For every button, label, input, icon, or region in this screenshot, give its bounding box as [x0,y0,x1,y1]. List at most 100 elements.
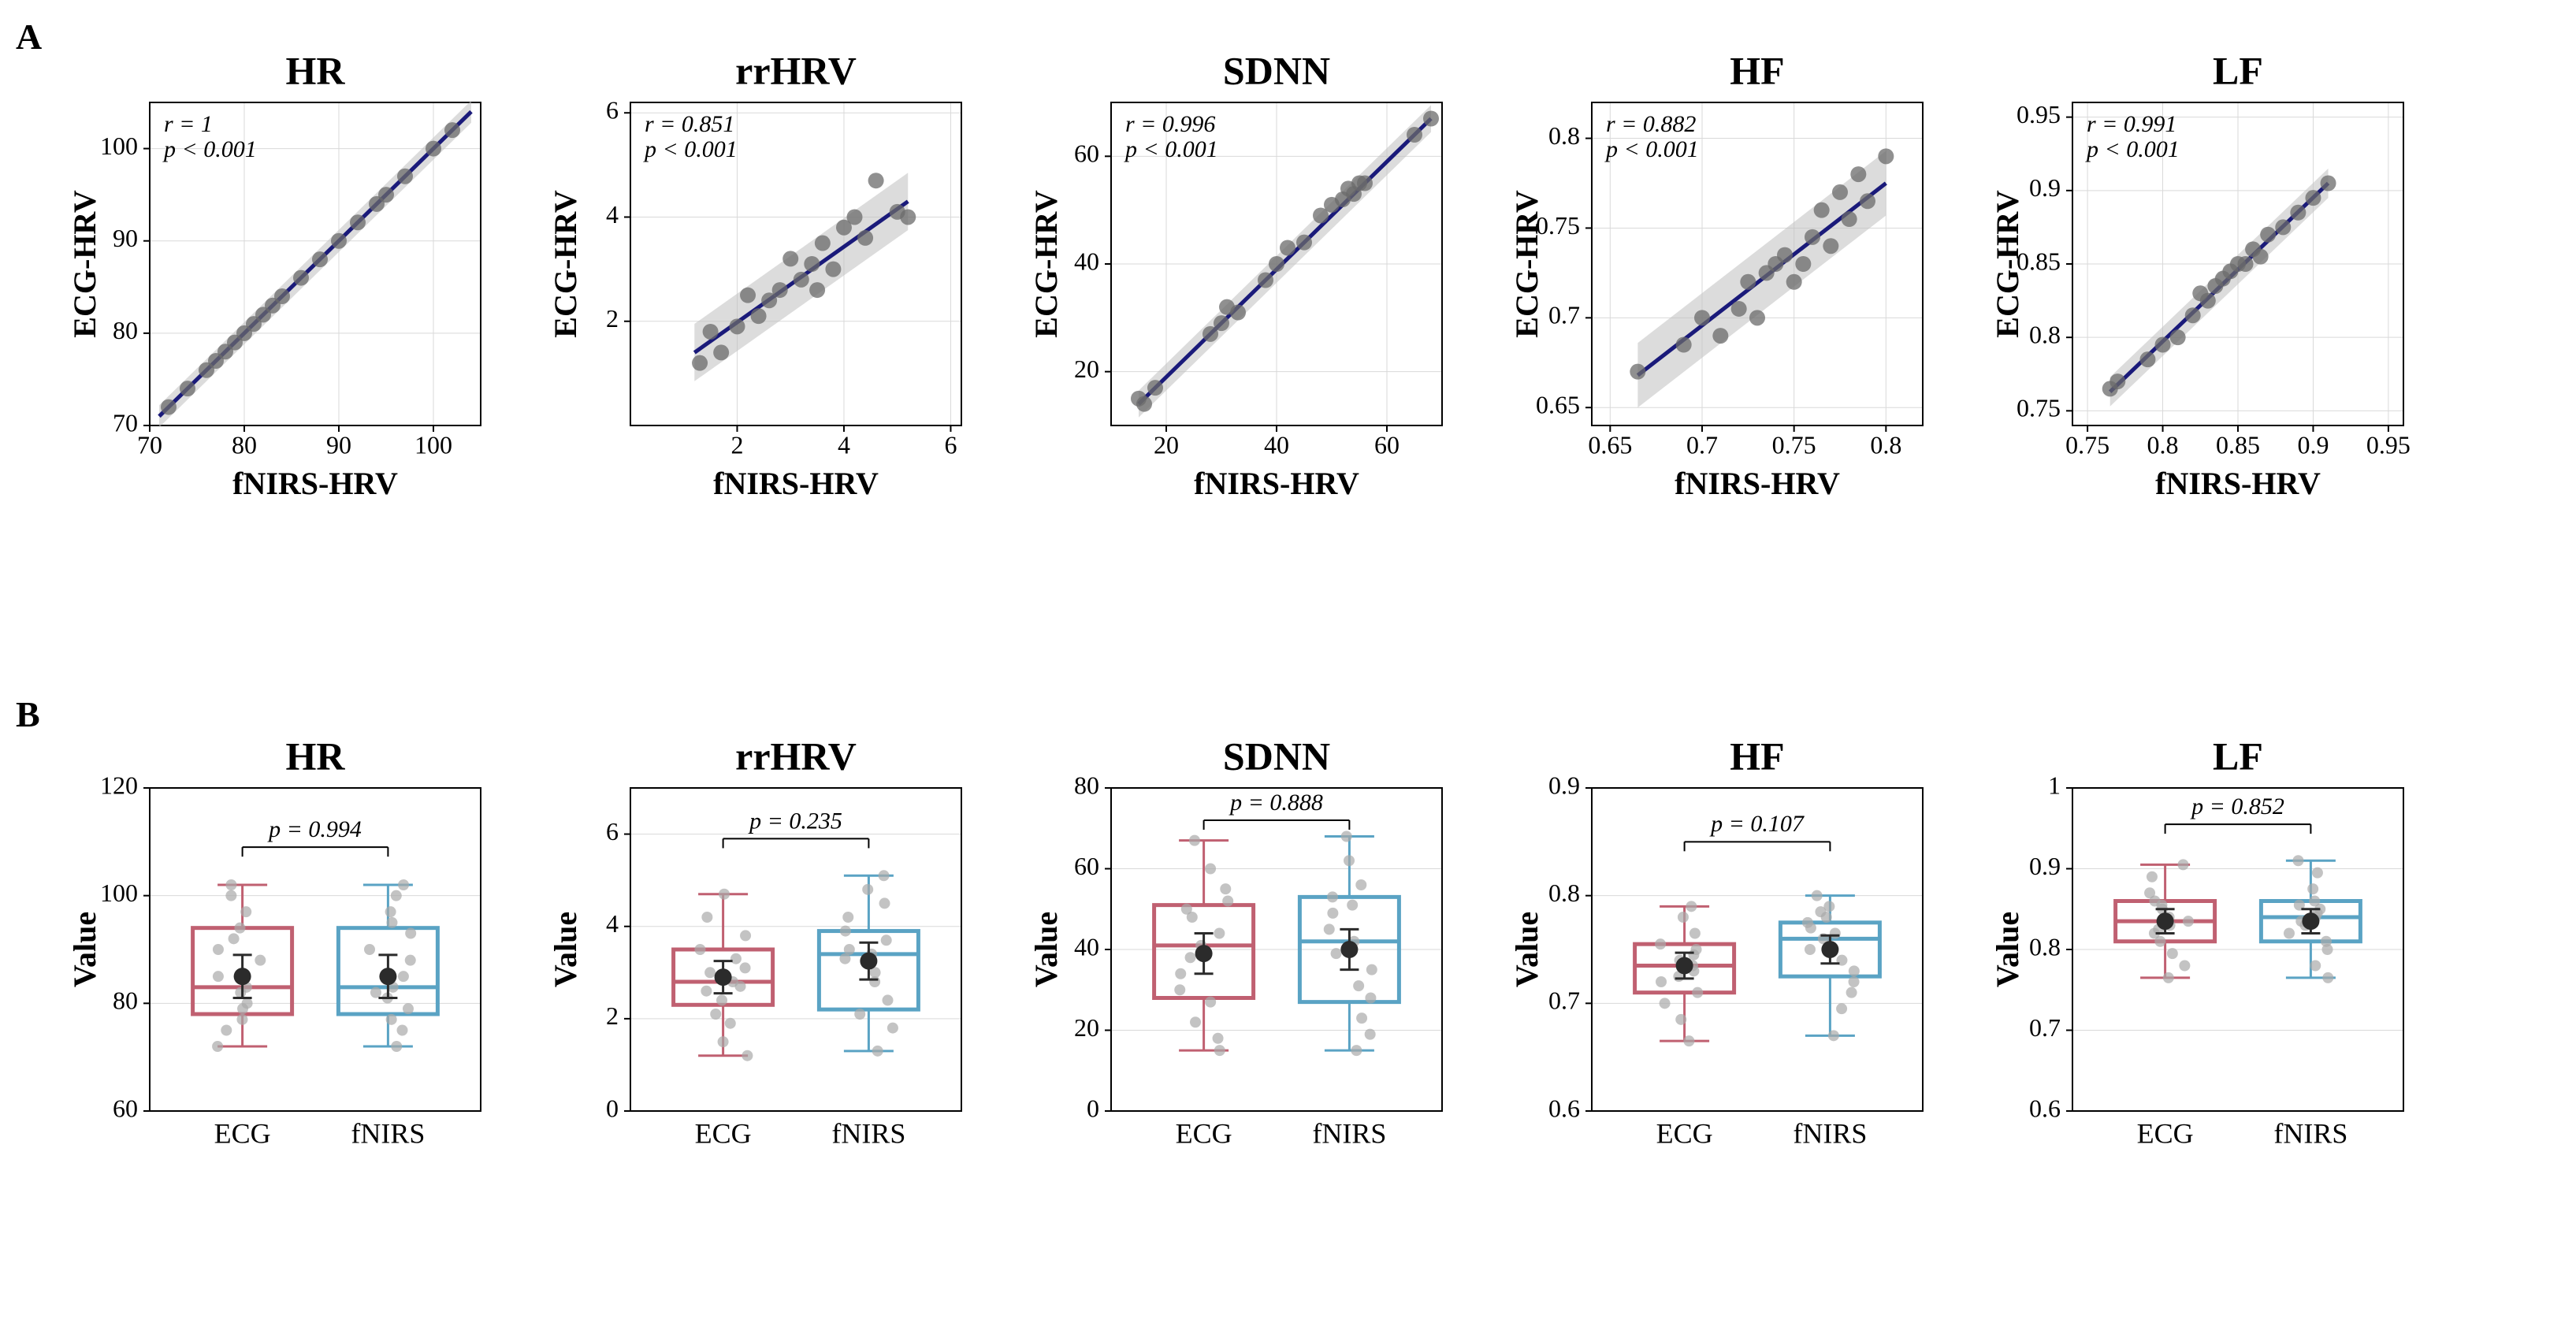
svg-text:90: 90 [113,224,138,252]
svg-text:0.95: 0.95 [2017,100,2061,128]
svg-text:ECG: ECG [1176,1117,1232,1149]
svg-text:fNIRS: fNIRS [351,1117,425,1149]
svg-text:ECG: ECG [1656,1117,1713,1149]
svg-text:p = 0.235: p = 0.235 [748,808,842,834]
svg-text:ECG-HRV: ECG-HRV [1990,190,2025,338]
svg-text:100: 100 [100,132,138,160]
svg-text:80: 80 [232,430,257,459]
svg-text:r = 0.991: r = 0.991 [2087,111,2176,137]
svg-text:60: 60 [1074,139,1099,168]
box-panel-hr: p = 0.9946080100120ECGfNIRSValueHR [63,733,496,1190]
svg-text:SDNN: SDNN [1223,734,1330,778]
svg-text:ECG: ECG [214,1117,271,1149]
svg-text:70: 70 [113,408,138,437]
svg-text:0.8: 0.8 [2029,321,2061,349]
svg-text:p < 0.001: p < 0.001 [162,136,257,162]
svg-text:fNIRS-HRV: fNIRS-HRV [1194,466,1359,501]
row-b-label: B [16,693,40,735]
svg-text:fNIRS: fNIRS [831,1117,905,1149]
svg-text:p = 0.852: p = 0.852 [2190,793,2284,819]
svg-text:0: 0 [1087,1094,1099,1122]
svg-text:0.9: 0.9 [2297,430,2329,459]
figure-root: A B 708090100708090100fNIRS-HRVECG-HRVHR… [0,0,2576,1334]
svg-text:HF: HF [1730,48,1784,92]
svg-text:ECG: ECG [695,1117,752,1149]
svg-text:0.9: 0.9 [1548,771,1580,799]
box-panel-sdnn: p = 0.888020406080ECGfNIRSValueSDNN [1024,733,1458,1190]
svg-text:0.9: 0.9 [2029,852,2061,880]
svg-text:r = 0.996: r = 0.996 [1125,111,1215,137]
svg-text:2: 2 [606,1001,619,1030]
svg-text:Value: Value [1990,912,2025,987]
scatter-panel-hr: 708090100708090100fNIRS-HRVECG-HRVHRr = … [63,47,496,504]
row-a-label: A [16,16,42,58]
svg-text:fNIRS-HRV: fNIRS-HRV [2155,466,2321,501]
svg-text:0.95: 0.95 [2366,430,2411,459]
svg-text:ECG-HRV: ECG-HRV [548,190,583,338]
svg-text:ECG-HRV: ECG-HRV [67,190,102,338]
svg-text:40: 40 [1074,932,1099,961]
svg-text:ECG-HRV: ECG-HRV [1028,190,1064,338]
svg-text:0.7: 0.7 [1548,987,1580,1015]
svg-text:fNIRS: fNIRS [2273,1117,2347,1149]
svg-text:0.85: 0.85 [2216,430,2260,459]
svg-text:LF: LF [2213,48,2263,92]
svg-text:90: 90 [326,430,351,459]
svg-text:HR: HR [286,734,346,778]
svg-text:1: 1 [2048,771,2061,799]
svg-text:0.7: 0.7 [1686,430,1718,459]
svg-text:0.6: 0.6 [1548,1094,1580,1122]
svg-text:80: 80 [1074,771,1099,799]
svg-text:r = 0.851: r = 0.851 [645,111,734,137]
svg-text:0.65: 0.65 [1536,391,1580,419]
svg-text:60: 60 [113,1094,138,1122]
svg-text:ECG-HRV: ECG-HRV [1509,190,1544,338]
svg-text:100: 100 [100,879,138,907]
svg-text:p < 0.001: p < 0.001 [1124,136,1218,162]
svg-text:ECG: ECG [2137,1117,2194,1149]
svg-text:r = 0.882: r = 0.882 [1606,111,1696,137]
scatter-panel-sdnn: 204060204060fNIRS-HRVECG-HRVSDNNr = 0.99… [1024,47,1458,504]
svg-text:fNIRS-HRV: fNIRS-HRV [713,466,879,501]
svg-text:p = 0.888: p = 0.888 [1229,790,1323,816]
svg-text:0.65: 0.65 [1588,430,1632,459]
svg-text:p < 0.001: p < 0.001 [1604,136,1699,162]
svg-text:0.8: 0.8 [1870,430,1901,459]
svg-text:60: 60 [1374,430,1400,459]
svg-text:0.9: 0.9 [2029,173,2061,202]
svg-text:HR: HR [286,48,346,92]
svg-text:4: 4 [838,430,850,459]
svg-text:0.75: 0.75 [1772,430,1816,459]
svg-text:0.75: 0.75 [2017,394,2061,422]
svg-text:0.75: 0.75 [2065,430,2109,459]
svg-text:0.7: 0.7 [1548,301,1580,329]
svg-text:80: 80 [113,316,138,344]
svg-text:0.7: 0.7 [2029,1013,2061,1042]
svg-text:p < 0.001: p < 0.001 [2085,136,2180,162]
svg-text:80: 80 [113,987,138,1015]
svg-text:0.6: 0.6 [2029,1094,2061,1122]
svg-text:p = 0.107: p = 0.107 [1709,811,1805,837]
svg-text:20: 20 [1074,355,1099,383]
svg-text:p < 0.001: p < 0.001 [643,136,738,162]
svg-text:r = 1: r = 1 [164,111,213,137]
svg-text:60: 60 [1074,852,1099,880]
svg-text:rrHRV: rrHRV [735,734,857,778]
svg-text:20: 20 [1154,430,1179,459]
svg-text:Value: Value [548,912,583,987]
svg-text:70: 70 [137,430,162,459]
svg-text:4: 4 [606,909,619,938]
scatter-panel-hf: 0.650.70.750.80.650.70.750.8fNIRS-HRVECG… [1505,47,1939,504]
svg-text:0.8: 0.8 [2147,430,2179,459]
svg-text:6: 6 [606,817,619,845]
svg-text:4: 4 [606,200,619,229]
box-panel-lf: p = 0.8520.60.70.80.91ECGfNIRSValueLF [1986,733,2419,1190]
svg-text:LF: LF [2213,734,2263,778]
box-panel-rrhrv: p = 0.235 0 2 4 6 ECG fNIRS Value rrHRV [544,733,977,1190]
svg-text:0: 0 [606,1094,619,1122]
svg-text:40: 40 [1074,247,1099,275]
scatter-panel-rrhrv: 246246fNIRS-HRVECG-HRVrrHRVr = 0.851p < … [544,47,977,504]
svg-text:rrHRV: rrHRV [735,48,857,92]
svg-text:Value: Value [1028,912,1064,987]
svg-text:Value: Value [67,912,102,987]
